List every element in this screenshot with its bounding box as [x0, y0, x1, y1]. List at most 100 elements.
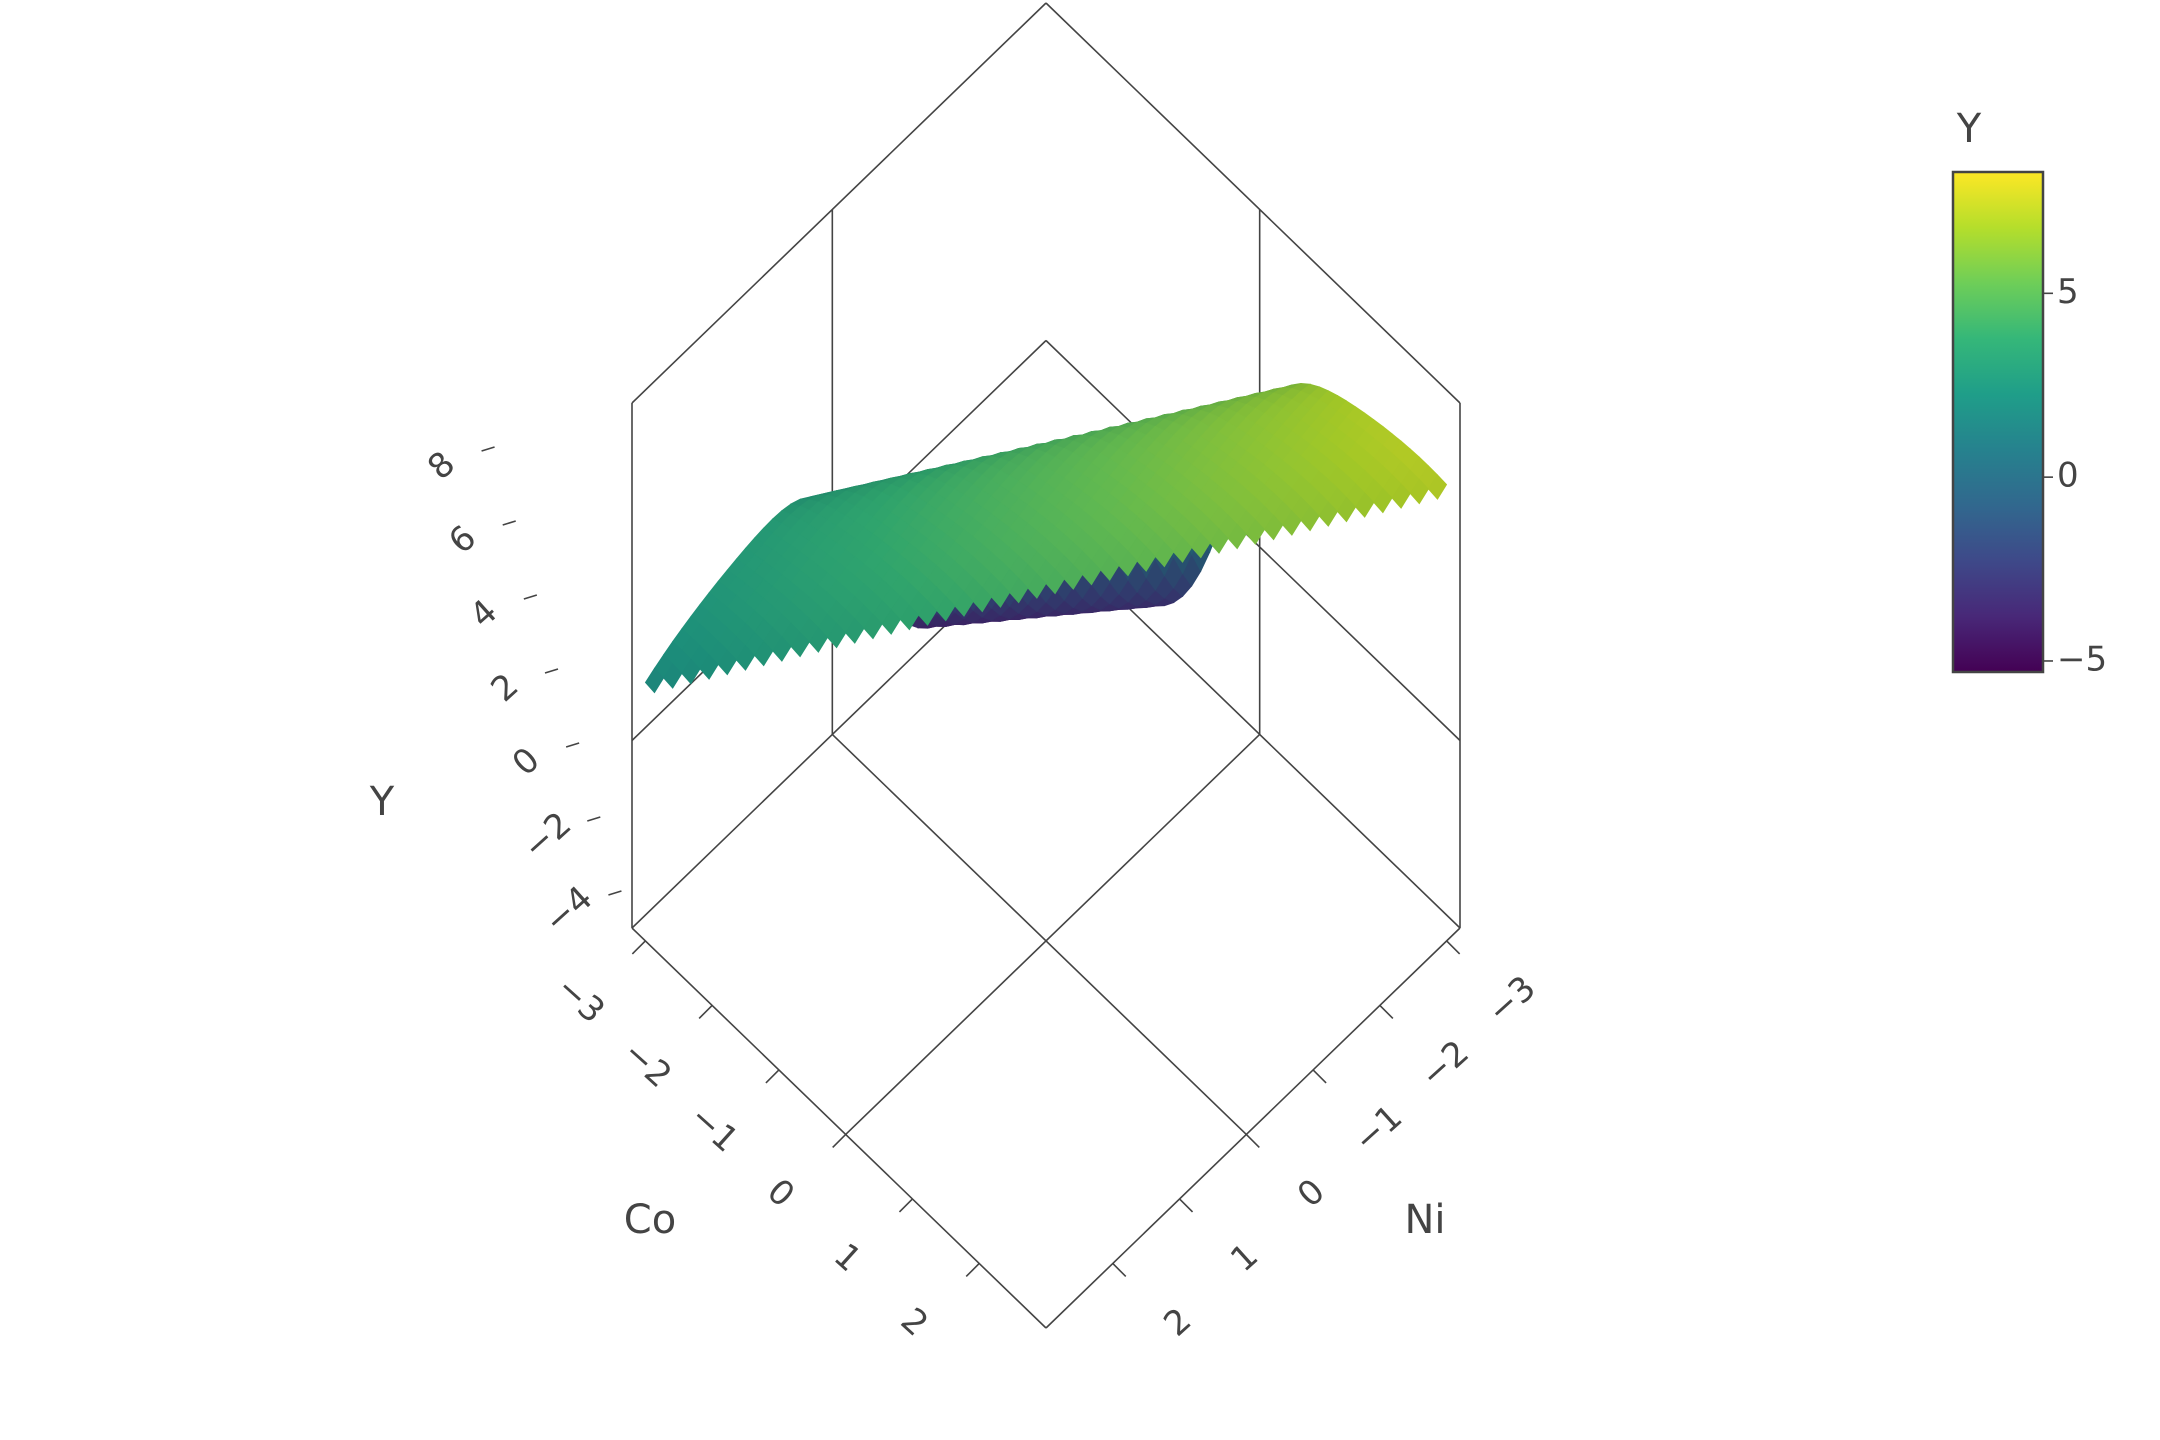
- y-tick-mark: [1178, 1198, 1194, 1213]
- axis-edge: [631, 927, 1047, 1329]
- surface-facet: [790, 631, 810, 658]
- surface-facet: [1191, 532, 1211, 559]
- y-tick-mark: [1446, 940, 1461, 955]
- surface-facet: [845, 618, 865, 644]
- x-tick-label: −2: [615, 1033, 679, 1096]
- surface-facet: [899, 604, 920, 631]
- surface-facet: [1427, 474, 1448, 500]
- z-tick-label: 6: [441, 518, 484, 562]
- z-tick-label: 4: [462, 592, 505, 636]
- colorbar-tick-label: 0: [2057, 456, 2079, 496]
- surface-facet: [1373, 487, 1393, 514]
- z-tick-label: 0: [505, 740, 548, 784]
- surface-facet: [1081, 559, 1102, 586]
- x-tick-mark: [698, 1004, 713, 1019]
- surface-facet: [1300, 505, 1320, 532]
- axis-edge: [845, 733, 1261, 1136]
- surface-facet: [1282, 510, 1302, 536]
- surface-facet: [1009, 577, 1029, 604]
- surface-facet: [1154, 541, 1175, 568]
- z-tick-mark: [481, 446, 495, 452]
- y-axis-title: Ni: [1404, 1197, 1445, 1243]
- z-tick-mark: [587, 816, 601, 822]
- surface-facet: [1118, 550, 1138, 577]
- surface-facet: [735, 645, 756, 671]
- surface-mesh: [644, 382, 1448, 694]
- y-tick-label: −3: [1480, 968, 1544, 1031]
- surface-facet: [681, 658, 701, 685]
- y-tick-label: −2: [1413, 1033, 1477, 1096]
- surface-facet: [1409, 478, 1429, 505]
- surface-facet: [826, 622, 847, 649]
- z-axis-title: Y: [369, 779, 395, 825]
- y-tick-label: −1: [1346, 1097, 1410, 1160]
- surface-facet: [917, 600, 938, 626]
- colorbar-tick-label: 5: [2057, 272, 2079, 312]
- surface-facet: [1209, 528, 1229, 554]
- x-tick-mark: [898, 1198, 914, 1213]
- y-tick-mark: [1112, 1262, 1127, 1278]
- z-tick-mark: [565, 742, 580, 748]
- surface-facet: [1100, 555, 1120, 581]
- surface-facet: [936, 595, 956, 622]
- surface-facet: [1063, 564, 1083, 590]
- surface-facet: [1136, 546, 1156, 572]
- x-tick-mark: [765, 1069, 780, 1084]
- y-tick-label: 1: [1223, 1236, 1266, 1280]
- axis-edge: [831, 733, 1247, 1136]
- x-tick-mark: [832, 1133, 847, 1149]
- surface-facet: [1027, 573, 1047, 599]
- surface-facet: [1318, 501, 1338, 527]
- z-tick-label: 8: [420, 444, 463, 488]
- surface-facet: [863, 613, 883, 640]
- surface-facet: [1263, 514, 1284, 541]
- x-tick-label: −3: [548, 968, 612, 1031]
- y-tick-mark: [1379, 1004, 1394, 1019]
- z-tick-label: −2: [515, 804, 579, 867]
- y-tick-mark: [1245, 1133, 1260, 1149]
- colorbar-title: Y: [1956, 106, 1982, 152]
- axis-box-edges: [631, 2, 1461, 1329]
- surface-facet: [1391, 483, 1411, 509]
- colorbar: −5 0 5: [1951, 170, 2107, 679]
- axis-edge: [1045, 2, 1461, 404]
- surface-facet: [990, 582, 1011, 608]
- x-tick-label: −1: [682, 1097, 746, 1160]
- x-tick-mark: [965, 1262, 980, 1278]
- surface-facet: [881, 609, 901, 635]
- z-tick-mark: [544, 668, 559, 674]
- surface-facet: [1355, 492, 1375, 518]
- z-tick-mark: [502, 520, 516, 526]
- surface-facet: [1227, 523, 1247, 550]
- surface-facet: [972, 586, 992, 613]
- surface-facet: [1245, 519, 1266, 545]
- z-tick-mark: [523, 594, 538, 600]
- surface-facet: [1336, 496, 1357, 523]
- z-tick-label: 2: [484, 666, 527, 710]
- x-axis-title: Co: [624, 1197, 676, 1243]
- surface-facet: [954, 591, 974, 617]
- z-tick-label: −4: [536, 878, 600, 941]
- surface-facet: [1172, 537, 1193, 563]
- colorbar-gradient: [1951, 170, 2045, 674]
- x-tick-mark: [631, 940, 646, 955]
- surface-facet: [772, 636, 792, 662]
- surface-facet: [1045, 568, 1065, 595]
- surface-facet: [663, 663, 683, 689]
- x-tick-label: 1: [826, 1236, 869, 1280]
- y-tick-mark: [1312, 1069, 1327, 1084]
- y-tick-label: 0: [1290, 1171, 1333, 1215]
- surface-facet: [699, 654, 719, 680]
- axis-edge: [1045, 927, 1461, 1329]
- surface-facet: [808, 627, 829, 653]
- y-tick-label: 2: [1156, 1300, 1199, 1344]
- surface-facet: [754, 640, 774, 667]
- surface-facet: [717, 649, 737, 676]
- x-tick-label: 0: [759, 1171, 802, 1215]
- x-tick-label: 2: [893, 1300, 936, 1344]
- colorbar-tick-label: −5: [2057, 639, 2107, 679]
- z-tick-mark: [608, 890, 622, 896]
- axis-edge: [631, 2, 1047, 404]
- surface-facet: [644, 667, 665, 694]
